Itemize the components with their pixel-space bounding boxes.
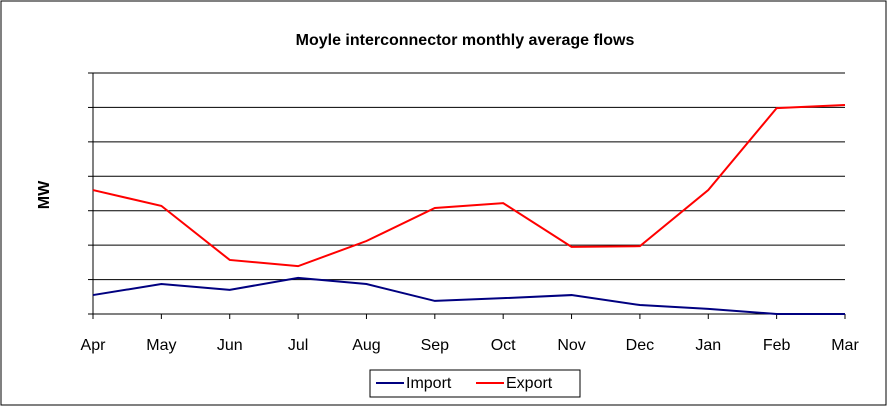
y-axis-label: MW	[36, 180, 53, 209]
x-tick-label: Apr	[81, 337, 107, 354]
x-tick-label: Jul	[288, 337, 308, 354]
legend-box	[369, 369, 581, 398]
legend-label: Import	[406, 375, 452, 392]
x-tick-label: Dec	[626, 337, 654, 354]
x-tick-label: Oct	[491, 337, 516, 354]
series-line	[92, 276, 845, 315]
x-tick-label: Jun	[217, 337, 243, 354]
x-tick-label: Jan	[695, 337, 721, 354]
x-tick-label: Nov	[557, 337, 585, 354]
x-tick-label: Mar	[831, 337, 859, 354]
chart-title: Moyle interconnector monthly average flo…	[296, 32, 635, 49]
x-tick-label: May	[146, 337, 176, 354]
x-tick-label: Aug	[352, 337, 380, 354]
x-tick-label: Sep	[421, 337, 450, 354]
legend-label: Export	[506, 375, 553, 392]
series-line	[92, 104, 846, 268]
x-tick-label: Feb	[763, 337, 791, 354]
